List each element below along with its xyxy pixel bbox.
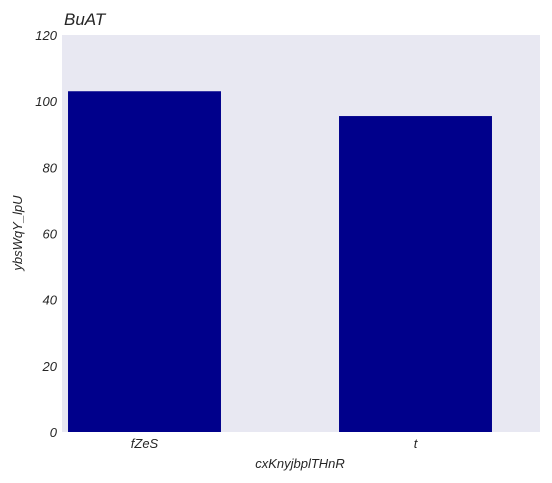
y-tick-label: 20 — [42, 359, 58, 374]
y-tick-label: 60 — [43, 227, 58, 242]
bar-t — [339, 116, 492, 432]
y-tick-label: 80 — [43, 160, 58, 175]
y-tick-label: 100 — [35, 94, 57, 109]
bars-group — [68, 91, 492, 432]
x-axis-label: cxKnyjbplTHnR — [255, 456, 345, 471]
y-tick-label: 0 — [50, 425, 58, 440]
x-tick-labels: fZeS t — [131, 436, 419, 451]
y-tick-label: 40 — [43, 293, 58, 308]
bar-fZeS — [68, 91, 221, 432]
chart-title: BuAT — [64, 10, 107, 29]
y-axis-label: ybsWqY_lpU — [10, 195, 25, 272]
x-tick-label: fZeS — [131, 436, 159, 451]
y-tick-labels: 0 20 40 60 80 100 120 — [35, 28, 57, 440]
y-tick-label: 120 — [35, 28, 57, 43]
x-tick-label: t — [414, 436, 419, 451]
